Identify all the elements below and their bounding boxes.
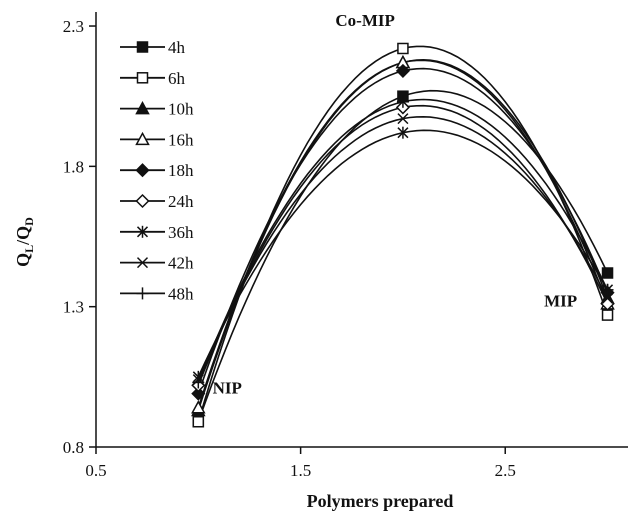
y-axis-label: QL/QD: [13, 217, 36, 267]
legend-label: 4h: [168, 38, 186, 57]
annotation-co-mip: Co-MIP: [335, 11, 394, 30]
legend-item-4h: 4h: [120, 38, 186, 57]
marker-triangle-open: [135, 131, 150, 146]
legend-label: 6h: [168, 69, 186, 88]
y-label-mid: /Q: [13, 226, 33, 246]
data-point-48h-2: [601, 283, 614, 296]
markers: [191, 42, 615, 428]
y-tick-label: 1.8: [63, 157, 84, 176]
legend-label: 48h: [168, 284, 194, 303]
marker-asterisk: [136, 225, 149, 238]
marker-plus: [136, 287, 149, 300]
marker-x: [136, 257, 149, 269]
annotations: NIP Co-MIP MIP: [213, 11, 578, 398]
legend: 4h 6h 10h 16h 18h 24h 36h 42h 48h: [120, 38, 194, 303]
data-point-4h-2: [601, 267, 614, 279]
y-label-sub-l: L: [22, 245, 36, 253]
y-tick-label: 0.8: [63, 438, 84, 457]
series-line-18h: [197, 67, 609, 394]
data-point-48h-0: [192, 376, 205, 389]
data-point-42h-2: [602, 292, 614, 304]
legend-label: 18h: [168, 161, 194, 180]
marker-diamond-filled: [135, 163, 150, 178]
marker-triangle-filled: [135, 101, 150, 115]
legend-label: 42h: [168, 254, 194, 273]
marker-diamond-open: [135, 193, 150, 209]
y-tick-label: 1.3: [63, 298, 84, 317]
marker-square-filled: [136, 41, 149, 53]
data-point-16h-0: [191, 400, 206, 414]
annotation-nip: NIP: [213, 379, 242, 398]
legend-label: 24h: [168, 192, 194, 211]
x-axis-label: Polymers prepared: [307, 491, 454, 511]
y-label-sub-d: D: [22, 217, 36, 226]
legend-label: 10h: [168, 100, 194, 119]
legend-item-24h: 24h: [120, 192, 194, 211]
data-point-42h-1: [397, 113, 409, 125]
axes: [95, 12, 628, 448]
legend-label: 36h: [168, 223, 194, 242]
legend-item-16h: 16h: [120, 130, 194, 149]
legend-label: 16h: [168, 130, 194, 149]
data-point-6h-1: [397, 42, 409, 55]
data-point-18h-0: [191, 386, 206, 401]
legend-item-48h: 48h: [120, 284, 194, 303]
x-tick-label: 1.5: [290, 461, 311, 480]
x-tick-label: 2.5: [495, 461, 516, 480]
x-tick-label: 0.5: [85, 461, 106, 480]
marker-square-open: [136, 72, 149, 84]
legend-item-6h: 6h: [120, 69, 186, 88]
y-tick-label: 2.3: [63, 17, 84, 36]
legend-item-10h: 10h: [120, 100, 194, 119]
ticks: 0.8 1.3 1.8 2.3 0.5 1.5 2.5: [63, 17, 516, 480]
legend-item-42h: 42h: [120, 254, 194, 273]
data-point-48h-1: [396, 95, 409, 108]
legend-item-18h: 18h: [120, 161, 194, 180]
data-point-6h-0: [192, 415, 205, 428]
y-label-main: Q: [13, 253, 33, 267]
data-point-36h-1: [397, 126, 409, 139]
annotation-mip: MIP: [544, 292, 577, 311]
data-point-6h-2: [601, 309, 614, 321]
data-point-18h-1: [395, 63, 410, 78]
legend-item-36h: 36h: [120, 223, 194, 242]
